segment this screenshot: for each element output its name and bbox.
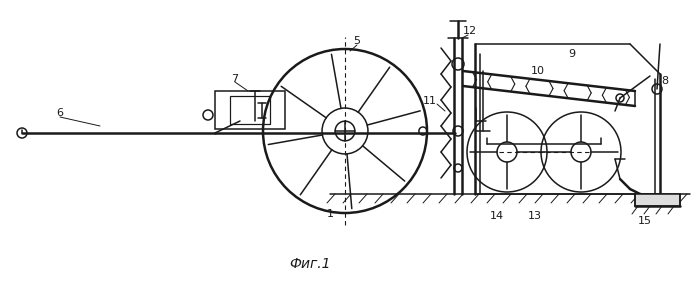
Bar bbox=[635, 194, 680, 206]
Text: 6: 6 bbox=[57, 108, 64, 118]
Text: 7: 7 bbox=[232, 74, 239, 84]
Bar bbox=[215, 91, 285, 129]
Text: 13: 13 bbox=[528, 211, 542, 221]
Text: 15: 15 bbox=[638, 216, 652, 226]
Text: 14: 14 bbox=[490, 211, 504, 221]
Text: 10: 10 bbox=[531, 66, 545, 76]
Text: 11: 11 bbox=[423, 96, 437, 106]
Text: Фиг.1: Фиг.1 bbox=[289, 257, 330, 271]
Bar bbox=[230, 96, 270, 124]
Text: 1: 1 bbox=[326, 209, 333, 219]
Text: 9: 9 bbox=[568, 49, 575, 59]
Text: 5: 5 bbox=[354, 36, 360, 46]
Text: 12: 12 bbox=[463, 26, 477, 36]
Text: 8: 8 bbox=[662, 76, 668, 86]
